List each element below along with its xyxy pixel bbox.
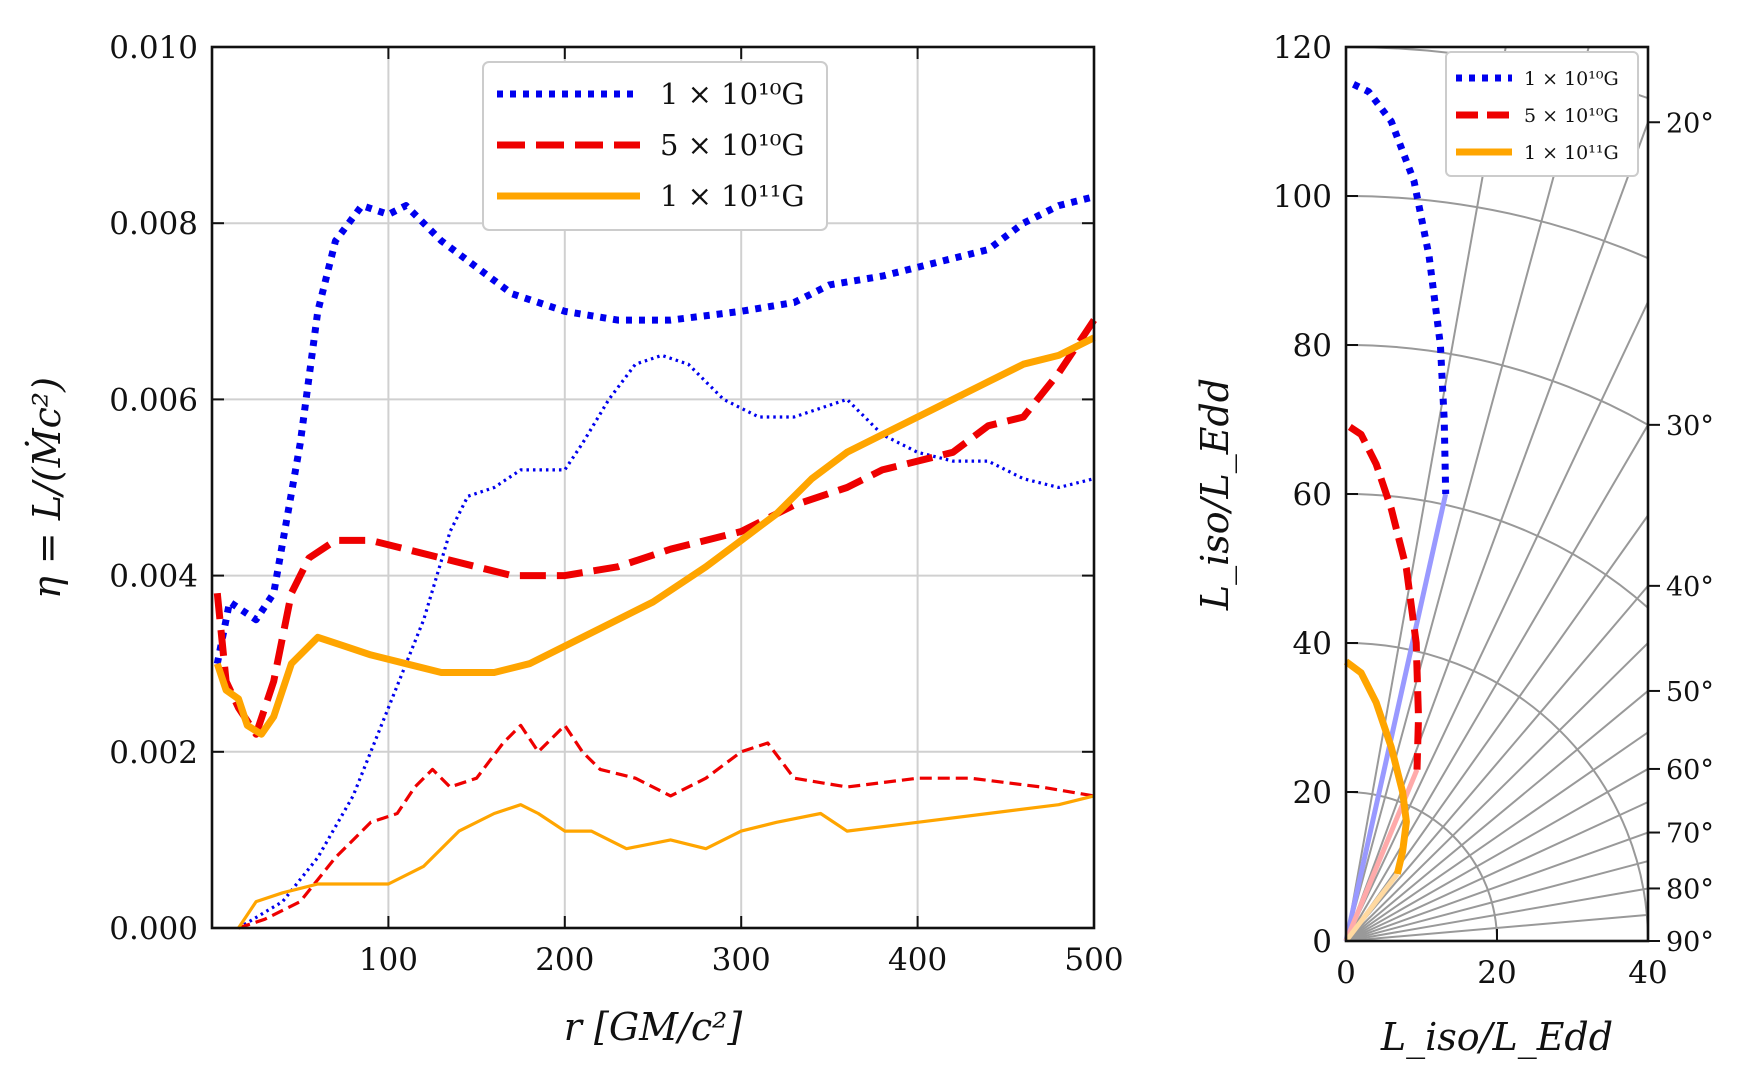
right-angle-label: 70° bbox=[1666, 819, 1714, 850]
right-legend-box bbox=[1445, 51, 1639, 177]
right-angle-label: 60° bbox=[1666, 755, 1714, 786]
left-xtick-label: 100 bbox=[359, 942, 418, 978]
right-arc bbox=[1346, 344, 1648, 427]
right-ray bbox=[1346, 641, 1648, 941]
right-ray bbox=[1346, 422, 1648, 941]
right-angle-label: 20° bbox=[1666, 108, 1714, 139]
right-arc bbox=[1346, 195, 1648, 260]
right-ray bbox=[1346, 767, 1648, 941]
left-panel: 100 200 300 400 500 0.000 0.002 0.004 0.006 0.008… bbox=[25, 30, 1124, 1049]
right-xtick-label: 40 bbox=[1628, 955, 1667, 991]
left-ytick-label: 0.002 bbox=[109, 735, 198, 771]
right-x-axis-label: L_iso/L_Edd bbox=[1380, 1015, 1613, 1060]
right-ytick-label: 40 bbox=[1293, 626, 1332, 662]
right-ray bbox=[1346, 887, 1648, 941]
right-ytick-label: 0 bbox=[1312, 924, 1332, 960]
left-ylabel: η = L/(Ṁc²) bbox=[25, 377, 69, 599]
right-ray bbox=[1346, 513, 1648, 941]
right-ray bbox=[1346, 731, 1648, 941]
right-angle-label: 80° bbox=[1666, 874, 1714, 905]
right-angle-label: 50° bbox=[1666, 677, 1714, 708]
right-angle-label: 40° bbox=[1666, 572, 1714, 603]
left-xtick-label: 200 bbox=[535, 942, 594, 978]
right-faded-ray bbox=[1343, 493, 1449, 942]
right-ytick-label: 80 bbox=[1293, 328, 1332, 364]
legend-label-1e11: 1 × 10¹¹G bbox=[660, 179, 805, 213]
right-ray bbox=[1346, 689, 1648, 941]
right-series-line bbox=[1343, 658, 1410, 875]
right-plot-frame bbox=[1344, 45, 1650, 943]
left-plot-frame bbox=[210, 45, 1096, 930]
legend-label-5e10: 5 × 10¹⁰G bbox=[660, 128, 805, 162]
left-xlabel: r [GM/c²] bbox=[564, 1005, 743, 1049]
left-xtick-label: 400 bbox=[888, 942, 947, 978]
left-legend-box bbox=[482, 61, 828, 231]
left-y-axis-label: η = L/(Ṁc²) bbox=[25, 377, 69, 599]
right-ylabel: L_iso/L_Edd bbox=[1193, 378, 1238, 611]
right-panel: 0 20 40 0 20 40 60 80 100 120 20° 30° 40° 50° 60° 70° 8… bbox=[1193, 30, 1714, 1060]
right-legend-label-5e10: 5 × 10¹⁰G bbox=[1524, 105, 1619, 127]
right-ray bbox=[1346, 119, 1648, 941]
left-ytick-label: 0.000 bbox=[109, 911, 198, 947]
left-series-line bbox=[213, 334, 1096, 738]
left-xtick-label: 300 bbox=[712, 942, 771, 978]
right-angle-label: 90° bbox=[1666, 927, 1714, 958]
right-ray bbox=[1346, 47, 1507, 941]
right-ray bbox=[1346, 860, 1648, 941]
right-ytick-label: 20 bbox=[1293, 775, 1332, 811]
right-ytick-label: 120 bbox=[1273, 30, 1332, 66]
left-ytick-label: 0.010 bbox=[109, 30, 198, 66]
right-arc bbox=[1346, 493, 1648, 610]
left-legend: 1 × 10¹⁰G 5 × 10¹⁰G 1 × 10¹¹G bbox=[482, 61, 828, 231]
right-ytick-label: 100 bbox=[1273, 179, 1332, 215]
left-ytick-label: 0.006 bbox=[109, 382, 198, 418]
right-angle-label: 30° bbox=[1666, 411, 1714, 442]
left-x-axis-label: r [GM/c²] bbox=[564, 1005, 743, 1049]
right-ray bbox=[1346, 299, 1648, 941]
left-series-line bbox=[237, 794, 1095, 929]
right-ray bbox=[1346, 913, 1648, 941]
right-legend-label-1e10: 1 × 10¹⁰G bbox=[1524, 68, 1619, 90]
right-xlabel: L_iso/L_Edd bbox=[1380, 1015, 1613, 1060]
right-ytick-label: 60 bbox=[1293, 477, 1332, 513]
left-series-line bbox=[213, 193, 1095, 665]
right-legend-label-1e11: 1 × 10¹¹G bbox=[1524, 142, 1619, 164]
left-series-line bbox=[237, 353, 1095, 930]
right-legend: 1 × 10¹⁰G 5 × 10¹⁰G 1 × 10¹¹G bbox=[1445, 51, 1639, 177]
right-series-line bbox=[1351, 81, 1450, 495]
right-faded-ray bbox=[1344, 872, 1400, 943]
left-ytick-label: 0.004 bbox=[109, 559, 198, 595]
right-ray bbox=[1346, 47, 1590, 941]
left-series-line bbox=[213, 318, 1097, 738]
right-xtick-label: 0 bbox=[1336, 955, 1356, 991]
right-ray bbox=[1346, 800, 1648, 941]
right-xtick-label: 20 bbox=[1477, 955, 1516, 991]
right-ray bbox=[1346, 831, 1648, 941]
legend-label-1e10: 1 × 10¹⁰G bbox=[660, 77, 805, 111]
left-ytick-label: 0.008 bbox=[109, 206, 198, 242]
right-ray bbox=[1346, 584, 1648, 941]
right-y-axis-label: L_iso/L_Edd bbox=[1193, 378, 1238, 611]
left-series-line bbox=[237, 723, 1095, 930]
left-xtick-label: 500 bbox=[1064, 942, 1123, 978]
right-series-line bbox=[1347, 423, 1422, 770]
